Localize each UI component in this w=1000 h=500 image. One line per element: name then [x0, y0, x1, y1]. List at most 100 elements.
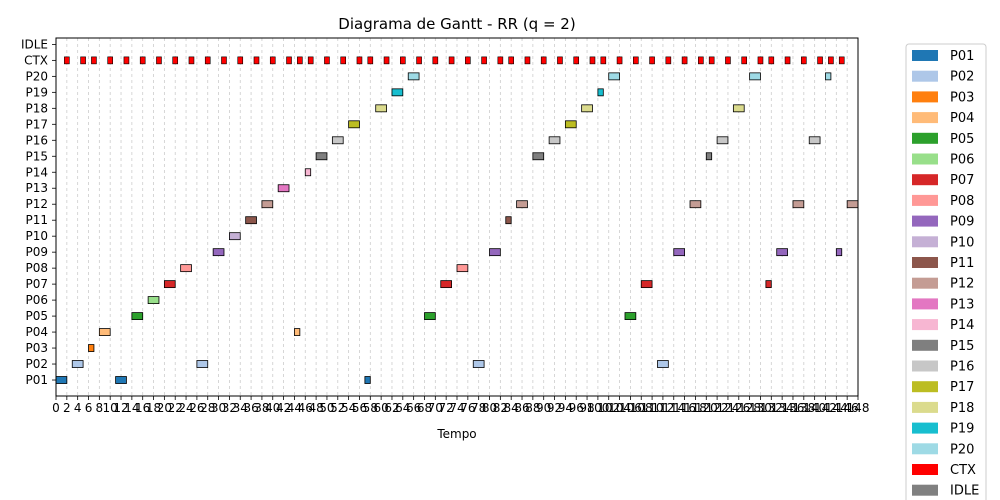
x-tick-label: 16 [135, 401, 150, 415]
ctx-bar [448, 56, 455, 65]
ctx-bar [307, 56, 314, 65]
grid-layer [55, 38, 859, 396]
gantt-bar [808, 136, 821, 145]
y-tick-label: P16 [25, 133, 48, 147]
x-tick-label: 18 [146, 401, 161, 415]
legend-swatch [912, 339, 938, 351]
x-tick-label: 24 [178, 401, 193, 415]
gantt-bar [348, 120, 360, 129]
legend-label: P13 [950, 297, 974, 312]
ctx-bar [400, 56, 406, 65]
legend-label: P05 [950, 132, 974, 147]
legend-swatch [912, 215, 938, 227]
x-axis: 0 2 4 6 8 10121416182022242628303234363840424… [52, 396, 869, 415]
ctx-bar [356, 56, 363, 65]
legend-swatch [912, 298, 938, 310]
ctx-bar [269, 56, 276, 65]
y-tick-label: P08 [25, 261, 48, 275]
y-tick-label: P14 [25, 165, 48, 179]
x-tick-label: 34 [233, 401, 248, 415]
x-tick-label: 114 [662, 401, 685, 415]
x-tick-label: 0 [52, 401, 60, 415]
x-tick-label: 130 [749, 401, 772, 415]
x-tick-label: 88 [525, 401, 540, 415]
ctx-bar [481, 56, 487, 65]
x-tick-label: 112 [651, 401, 674, 415]
x-tick-label: 104 [608, 401, 631, 415]
x-tick-label: 110 [641, 401, 664, 415]
gantt-bar [472, 360, 485, 368]
y-tick-label: P07 [25, 277, 48, 291]
ctx-layer [64, 56, 845, 65]
legend-swatch [912, 443, 938, 455]
y-tick-label: P17 [25, 117, 48, 131]
legend-swatch [912, 401, 938, 413]
y-tick-label: P12 [25, 197, 48, 211]
gantt-bar [532, 152, 545, 161]
bars-layer [55, 72, 859, 384]
ctx-bar [340, 56, 347, 65]
legend-label: P18 [950, 401, 974, 416]
x-tick-label: 144 [825, 401, 848, 415]
gantt-bar [705, 152, 713, 161]
ctx-bar [589, 56, 596, 65]
gantt-bar [163, 280, 176, 289]
ctx-bar [768, 56, 775, 65]
legend-label: P06 [950, 153, 974, 168]
gantt-bar [115, 376, 127, 384]
gantt-bar [776, 248, 788, 257]
legend: P01 P02 P03 P04 P05 P06 P07 P08 P09 P10 P11 P12 P13 P… [905, 43, 987, 500]
legend-label: P14 [950, 318, 974, 333]
y-tick-label: P19 [25, 85, 48, 99]
gantt-bar [407, 72, 420, 81]
legend-label: P10 [950, 235, 974, 250]
x-tick-label: 22 [168, 401, 183, 415]
x-tick-label: 32 [222, 401, 237, 415]
ctx-bar [801, 56, 807, 65]
legend-label: CTX [950, 463, 976, 478]
legend-label: P09 [950, 215, 974, 230]
x-tick-label: 74 [449, 401, 464, 415]
x-tick-label: 30 [211, 401, 226, 415]
gantt-bar [489, 248, 501, 257]
ctx-bar [465, 56, 471, 65]
x-tick-label: 122 [706, 401, 729, 415]
gantt-bar [581, 104, 593, 113]
legend-swatch [912, 174, 938, 186]
y-tick-label: P18 [25, 101, 48, 115]
y-tick-label: P09 [25, 245, 48, 259]
x-tick-label: 50 [319, 401, 334, 415]
legend-swatch [912, 319, 938, 331]
legend-swatch [912, 257, 938, 268]
x-tick-label: 46 [298, 401, 313, 415]
x-tick-label: 6 [85, 401, 93, 415]
legend-label: P19 [950, 422, 974, 437]
gantt-bar [716, 136, 729, 145]
x-axis-label: Tempo [436, 427, 476, 441]
ctx-bar [367, 56, 374, 65]
x-tick-label: 108 [630, 401, 653, 415]
x-tick-label: 100 [586, 401, 609, 415]
y-tick-label: P04 [25, 325, 48, 339]
gantt-bar [792, 200, 805, 209]
y-tick-label: P02 [25, 357, 48, 371]
ctx-bar [432, 56, 439, 65]
x-tick-label: 96 [569, 401, 584, 415]
x-tick-label: 126 [727, 401, 750, 415]
ctx-bar [221, 56, 227, 65]
x-tick-label: 20 [157, 401, 172, 415]
x-tick-label: 138 [792, 401, 815, 415]
ctx-bar [524, 56, 531, 65]
ctx-bar [633, 56, 639, 65]
gantt-bar [689, 200, 702, 209]
ctx-bar [784, 56, 791, 65]
x-tick-label: 26 [189, 401, 204, 415]
legend-label: IDLE [950, 484, 979, 499]
x-tick-label: 54 [341, 401, 356, 415]
legend-swatch [912, 132, 938, 144]
ctx-bar [297, 56, 303, 65]
gantt-bar [624, 312, 637, 320]
x-tick-label: 84 [504, 401, 519, 415]
ctx-bar [204, 56, 211, 65]
x-tick-label: 36 [243, 401, 258, 415]
